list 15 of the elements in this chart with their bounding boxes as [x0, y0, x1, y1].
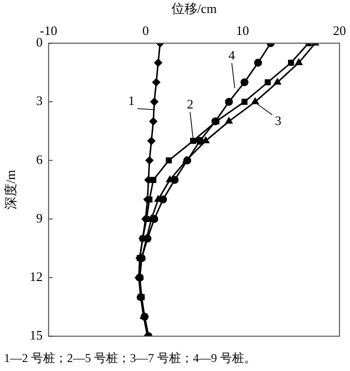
x-tick-label: 20 [333, 22, 346, 38]
y-tick-label: 3 [36, 93, 43, 108]
y-tick-label: 6 [36, 152, 44, 167]
y-axis-title: 深度/m [3, 170, 18, 210]
x-axis-title: 位移/cm [171, 1, 217, 16]
text: 1—2 号桩；2—5 号桩；3—7 号桩；4—9 号桩。 [3, 350, 257, 367]
x-tick-label: 0 [142, 22, 149, 38]
y-tick-label: 15 [30, 328, 43, 343]
y-tick-label: 9 [36, 210, 43, 226]
annotation: 4 [228, 48, 236, 63]
annotation: 1 [128, 93, 135, 108]
annotation: 2 [186, 96, 194, 112]
annotation: 3 [274, 113, 282, 128]
y-tick-label: 12 [30, 269, 43, 284]
x-tick-label: 10 [236, 22, 250, 38]
